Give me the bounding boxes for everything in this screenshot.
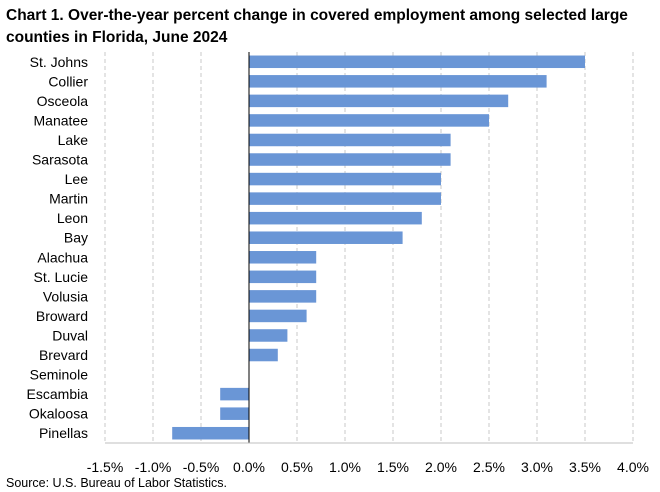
category-label: Osceola bbox=[37, 93, 89, 109]
bar bbox=[249, 251, 317, 264]
category-label: Escambia bbox=[27, 386, 89, 402]
category-label: Broward bbox=[36, 308, 88, 324]
tick-labels: -1.5% -1.0% -0.5% 0.0% 0.5% 1.0% 1.5% 2.0% 2.5% 3… bbox=[87, 459, 649, 475]
bar bbox=[220, 387, 249, 401]
x-tick-label: -0.5% bbox=[183, 459, 220, 475]
source-note: Source: U.S. Bureau of Labor Statistics. bbox=[6, 476, 227, 490]
category-label: St. Johns bbox=[30, 54, 88, 70]
chart-title: Chart 1. Over-the-year percent change in… bbox=[6, 7, 628, 46]
x-tick-label: 3.0% bbox=[521, 459, 553, 475]
x-tick-label: 0.0% bbox=[233, 459, 265, 475]
category-label: Collier bbox=[48, 73, 88, 89]
category-labels: St. Johns Collier Osceola Manatee Lake Saraso… bbox=[27, 54, 89, 441]
category-label: Leon bbox=[57, 210, 88, 226]
category-label: Okaloosa bbox=[29, 406, 88, 422]
category-label: Lee bbox=[65, 171, 89, 187]
x-tick-label: 1.0% bbox=[329, 459, 361, 475]
category-label: Alachua bbox=[37, 249, 88, 265]
bar bbox=[249, 329, 288, 342]
bar bbox=[249, 153, 451, 166]
category-label: Manatee bbox=[34, 112, 89, 128]
bar bbox=[172, 426, 249, 440]
bar bbox=[249, 192, 441, 205]
category-label: Seminole bbox=[30, 367, 89, 383]
bar bbox=[249, 55, 585, 69]
x-tick-label: 2.5% bbox=[473, 459, 505, 475]
category-label: Sarasota bbox=[32, 152, 88, 168]
x-tick-label: 2.0% bbox=[425, 459, 457, 475]
x-tick-label: -1.0% bbox=[135, 459, 172, 475]
category-label: Pinellas bbox=[39, 425, 88, 441]
category-label: Lake bbox=[58, 132, 89, 148]
x-tick-label: 1.5% bbox=[377, 459, 409, 475]
bar bbox=[249, 270, 317, 284]
category-label: Brevard bbox=[39, 347, 88, 363]
x-tick-label: -1.5% bbox=[87, 459, 124, 475]
bar bbox=[249, 94, 509, 108]
bar bbox=[249, 133, 451, 147]
category-label: St. Lucie bbox=[34, 269, 89, 285]
category-label: Duval bbox=[52, 327, 88, 343]
x-tick-label: 0.5% bbox=[281, 459, 313, 475]
bar bbox=[249, 114, 489, 127]
bar bbox=[249, 75, 547, 88]
bar bbox=[249, 290, 317, 303]
gridlines bbox=[104, 52, 634, 443]
x-tick-label: 4.0% bbox=[617, 459, 649, 475]
bar bbox=[249, 172, 441, 186]
axes bbox=[105, 52, 633, 444]
bar bbox=[249, 309, 307, 323]
x-tick-label: 3.5% bbox=[569, 459, 601, 475]
category-label: Bay bbox=[64, 230, 88, 246]
bar bbox=[249, 231, 403, 244]
category-label: Martin bbox=[49, 191, 88, 207]
bar bbox=[220, 407, 249, 420]
bar bbox=[249, 211, 422, 225]
category-label: Volusia bbox=[43, 288, 88, 304]
bar bbox=[249, 348, 278, 362]
bars bbox=[172, 55, 585, 440]
